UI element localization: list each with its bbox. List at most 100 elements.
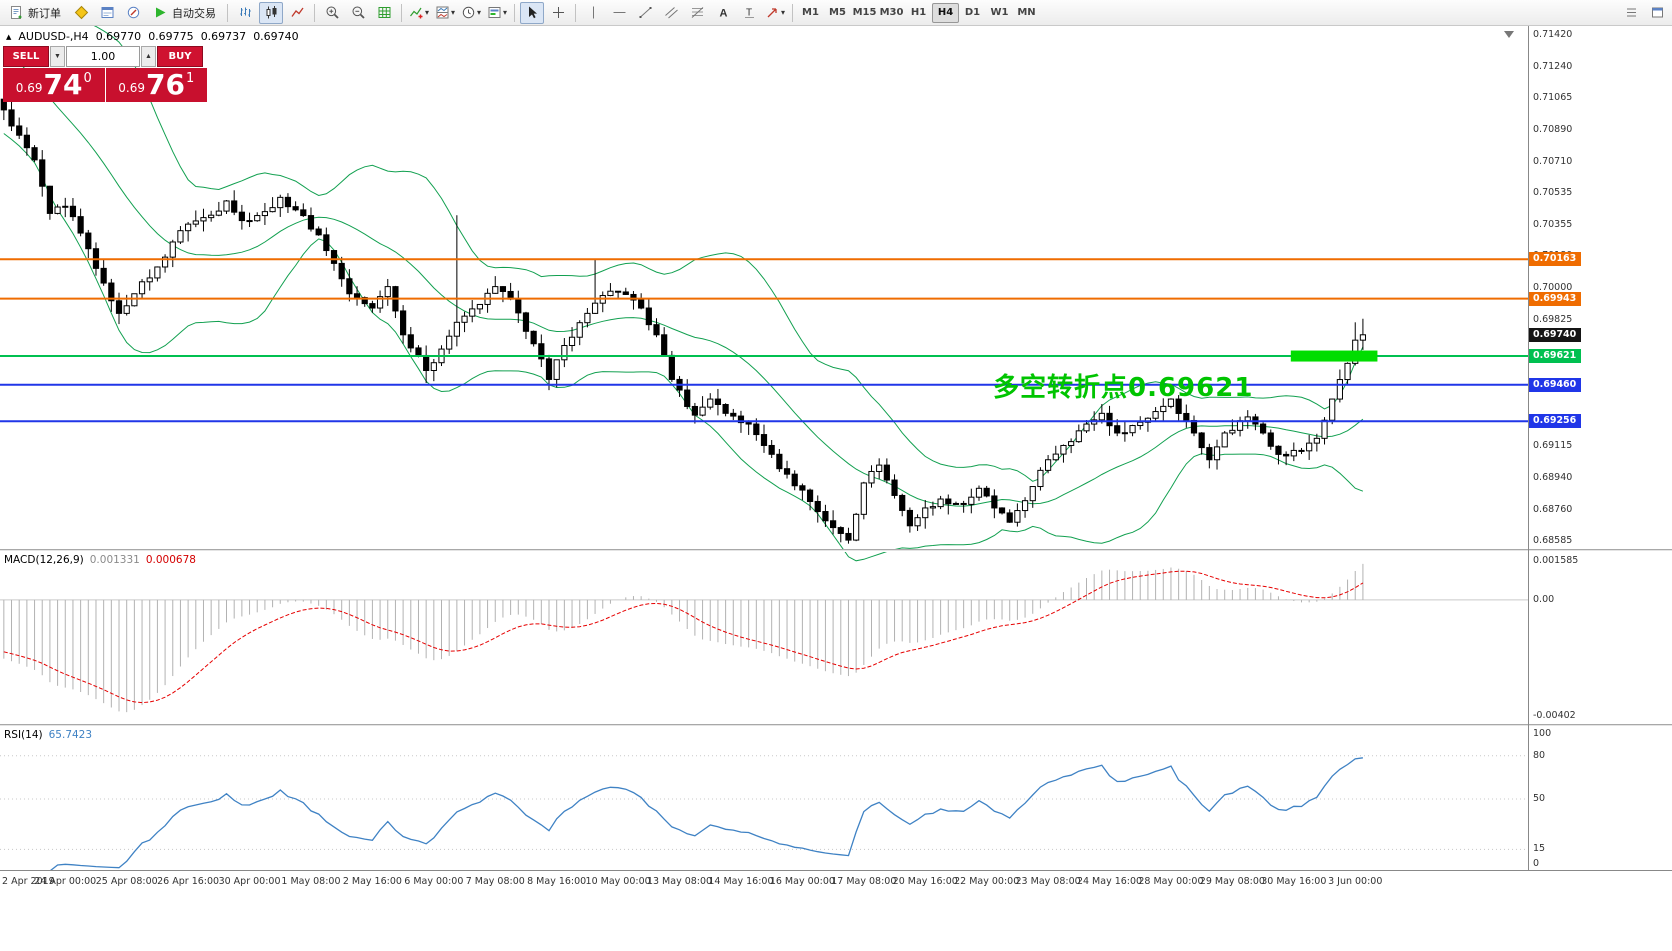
timeframe-m1-button[interactable]: M1 xyxy=(797,3,824,23)
periods-icon xyxy=(462,6,475,19)
timeframe-m5-button[interactable]: M5 xyxy=(824,3,851,23)
window-list-button[interactable] xyxy=(1645,2,1669,24)
time-axis-label: 10 May 00:00 xyxy=(585,876,651,887)
timeframe-h4-button[interactable]: H4 xyxy=(932,2,959,23)
rsi-axis-label: 100 xyxy=(1533,728,1552,739)
macd-signal-line xyxy=(3,570,1364,704)
bar-chart-button[interactable] xyxy=(233,2,257,24)
text-icon: A xyxy=(719,8,727,20)
price-axis-label: 0.70000 xyxy=(1533,282,1573,294)
toolbar-separator xyxy=(575,3,576,22)
toolbar-separator xyxy=(792,3,793,22)
rsi-axis-label: 15 xyxy=(1533,843,1546,855)
time-axis-label: 2 Apr 2019 xyxy=(2,876,55,887)
data-window-button[interactable] xyxy=(95,2,119,24)
market-watch-button[interactable] xyxy=(69,2,93,24)
rsi-value: 65.7423 xyxy=(48,729,93,741)
candlestick-chart-button[interactable] xyxy=(259,1,283,24)
buy-button[interactable]: BUY xyxy=(157,46,203,67)
price-axis-label: 0.68585 xyxy=(1533,534,1573,546)
timeframe-m30-button[interactable]: M30 xyxy=(878,3,905,23)
collapse-icon[interactable]: ▲ xyxy=(6,32,12,41)
window-icon xyxy=(1651,7,1663,18)
timeframe-h1-button[interactable]: H1 xyxy=(905,3,932,23)
timeframe-m15-button[interactable]: M15 xyxy=(851,3,878,23)
price-badge: 0.69943 xyxy=(1529,291,1581,306)
vertical-line-icon xyxy=(592,6,594,19)
ask-price-box[interactable]: 0.69 76 1 xyxy=(105,68,207,102)
macd-indicator-label: MACD(12,26,9) 0.001331 0.000678 xyxy=(4,554,196,566)
price-axis-label: 0.71240 xyxy=(1533,61,1573,73)
vertical-line-button[interactable] xyxy=(581,2,605,24)
new-order-button[interactable]: 新订单 xyxy=(3,2,67,24)
rsi-line xyxy=(3,757,1363,871)
caret-up-icon: ▲ xyxy=(145,53,152,60)
volume-decrease-button[interactable]: ▼ xyxy=(50,46,65,67)
trendline-button[interactable] xyxy=(633,2,657,24)
bid-pipette: 0 xyxy=(83,71,92,86)
highlight-rectangle[interactable] xyxy=(1290,350,1378,362)
arrows-button[interactable]: ▾ xyxy=(763,2,787,24)
toolbar-separator xyxy=(227,3,228,22)
zoom-in-button[interactable] xyxy=(320,2,344,24)
time-axis[interactable]: 2 Apr 2019 24 Apr 00:00 25 Apr 08:00 26 Apr… xyxy=(0,871,1528,895)
zoom-in-icon xyxy=(326,6,339,19)
crosshair-button[interactable] xyxy=(546,2,570,24)
indicators-button[interactable]: ▾ xyxy=(407,2,431,24)
price-axis-label: 0.71065 xyxy=(1533,92,1573,104)
ask-prefix: 0.69 xyxy=(118,81,145,95)
trendline-icon xyxy=(639,7,651,18)
line-chart-button[interactable] xyxy=(285,2,309,24)
time-axis-label: 6 May 00:00 xyxy=(404,876,464,887)
text-label-icon: T xyxy=(744,8,754,19)
crosshair-icon xyxy=(552,7,564,18)
chart-area[interactable]: 0.71420 0.71240 0.71065 0.70890 0.70710 0.705… xyxy=(0,26,1672,951)
equidistant-channel-button[interactable] xyxy=(659,2,683,24)
grid-button[interactable] xyxy=(372,2,396,24)
chevron-down-icon: ▾ xyxy=(424,8,429,17)
horizontal-line-button[interactable] xyxy=(607,2,631,24)
ohlc-open: 0.69770 xyxy=(95,30,142,43)
price-axis-label: 0.70710 xyxy=(1533,155,1573,167)
market-watch-icon xyxy=(74,5,88,20)
navigator-button[interactable] xyxy=(121,2,145,24)
svg-text:A: A xyxy=(719,8,727,20)
time-axis-label: 25 Apr 08:00 xyxy=(95,876,158,887)
text-button[interactable]: A xyxy=(711,2,735,24)
panel-separator[interactable] xyxy=(0,549,1672,552)
price-chart[interactable] xyxy=(0,26,1672,871)
macd-axis-label: 0.001585 xyxy=(1533,555,1579,566)
time-axis-label: 28 May 00:00 xyxy=(1138,876,1204,887)
volume-increase-button[interactable]: ▲ xyxy=(141,46,156,67)
price-axis[interactable]: 0.71420 0.71240 0.71065 0.70890 0.70710 0.705… xyxy=(1528,26,1672,871)
bollinger-upper-band xyxy=(93,26,1364,482)
timeframe-d1-button[interactable]: D1 xyxy=(959,3,986,23)
text-label-button[interactable]: T xyxy=(737,2,761,24)
pivot-annotation-text[interactable]: 多空转折点0.69621 xyxy=(993,373,1254,403)
panel-separator[interactable] xyxy=(0,724,1672,727)
templates-button[interactable]: ▾ xyxy=(485,2,509,24)
bid-price-box[interactable]: 0.69 74 0 xyxy=(3,68,105,102)
zoom-out-button[interactable] xyxy=(346,2,370,24)
rsi-axis-label: 0 xyxy=(1533,858,1540,869)
volume-input[interactable] xyxy=(66,46,140,67)
time-axis-label: 24 May 16:00 xyxy=(1076,876,1143,887)
ohlc-high: 0.69775 xyxy=(148,30,194,43)
autoscroll-marker-icon[interactable] xyxy=(1504,31,1514,38)
toolbar-customize-button[interactable] xyxy=(1619,2,1643,24)
price-badge: 0.70163 xyxy=(1529,252,1581,267)
symbol-period-label: AUDUSD-,H4 xyxy=(18,30,89,43)
fibonacci-button[interactable] xyxy=(685,2,709,24)
cursor-button[interactable] xyxy=(520,1,544,24)
timeframe-mn-button[interactable]: MN xyxy=(1013,3,1040,23)
indicator-windows-button[interactable]: ▾ xyxy=(433,2,457,24)
macd-main-value: 0.001331 xyxy=(89,554,140,566)
timeframe-w1-button[interactable]: W1 xyxy=(986,3,1013,23)
indicators-icon xyxy=(410,7,423,19)
autotrading-button[interactable]: 自动交易 xyxy=(147,2,222,24)
periods-button[interactable]: ▾ xyxy=(459,2,483,24)
horizontal-line-icon xyxy=(613,12,625,13)
price-axis-label: 0.68940 xyxy=(1533,471,1573,483)
sell-button[interactable]: SELL xyxy=(3,46,49,67)
rsi-indicator-label: RSI(14) 65.7423 xyxy=(4,729,92,741)
